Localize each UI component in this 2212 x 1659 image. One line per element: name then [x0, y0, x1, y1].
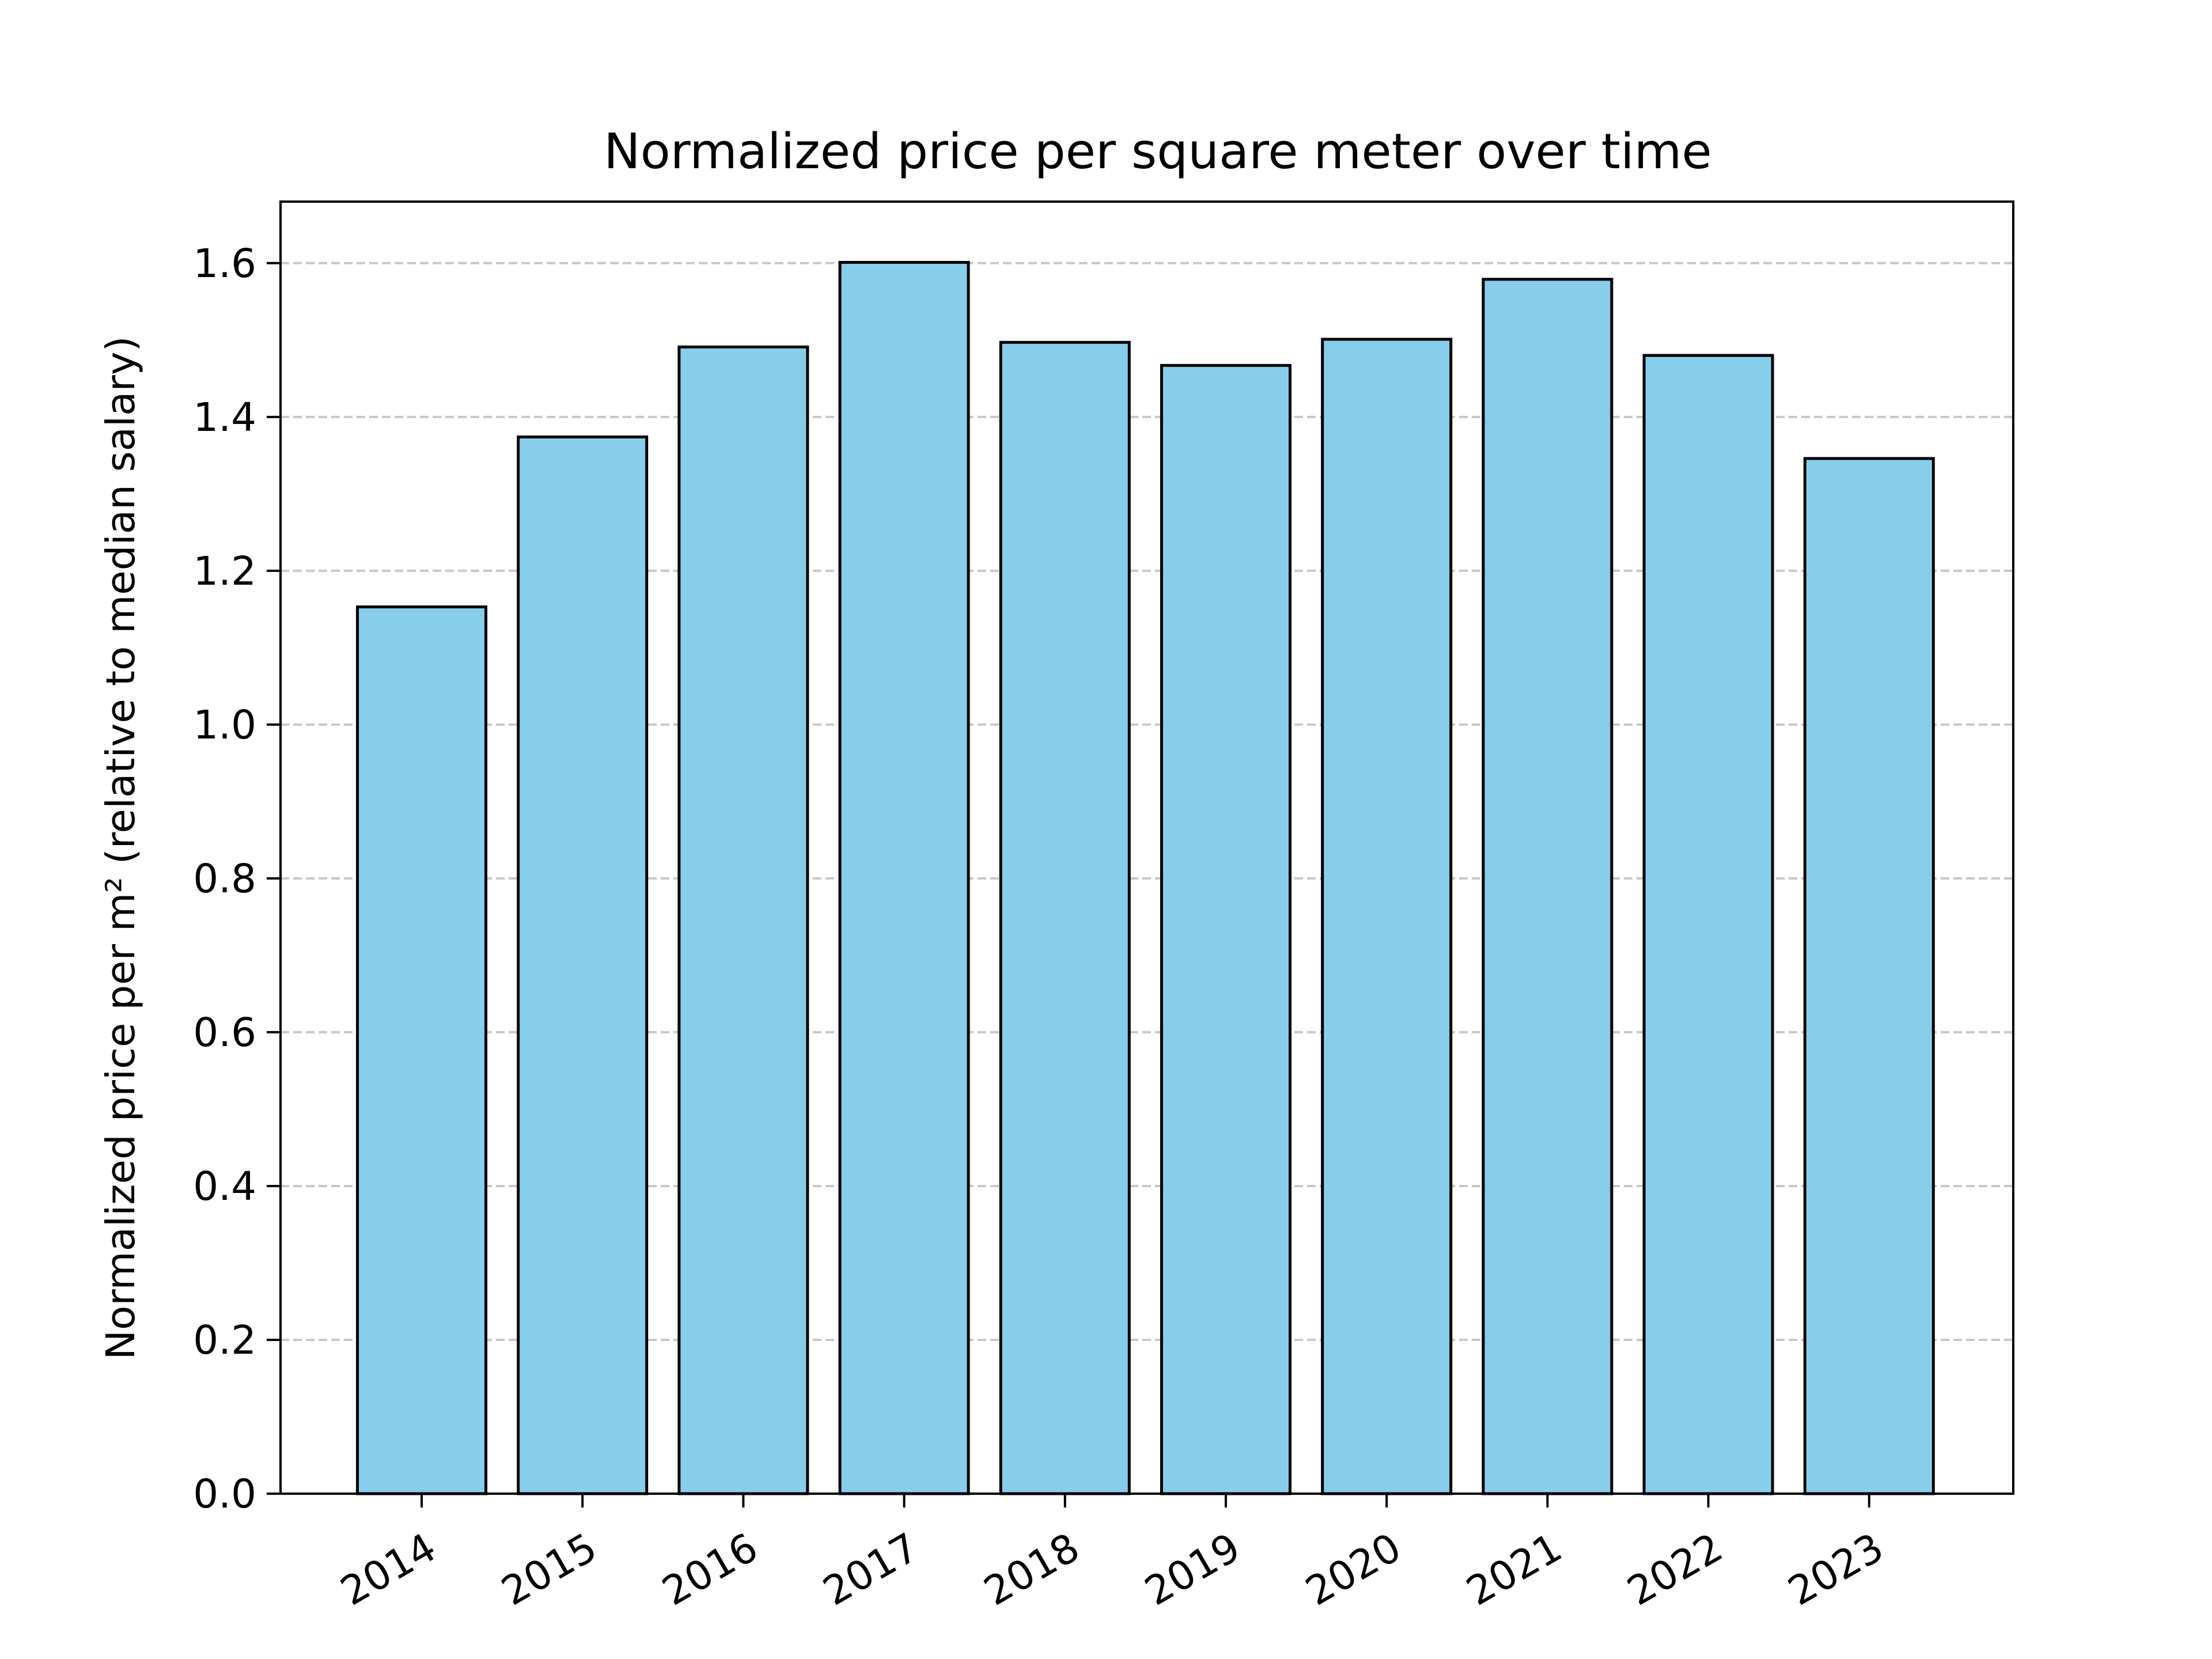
y-tick-label: 0.0	[193, 1471, 256, 1517]
bar-2017	[838, 260, 970, 1495]
y-axis: 0.0 0.2 0.4 0.6 0.8 1.0 1.2 1.4 1.6	[193, 241, 281, 1517]
x-tick-label: 2023	[1781, 1524, 1891, 1615]
x-tick-label: 2014	[333, 1524, 444, 1615]
y-axis-label: Normalized price per m² (relative to med…	[98, 336, 144, 1360]
x-tick-label: 2020	[1298, 1524, 1409, 1615]
bar-2019	[1160, 363, 1291, 1495]
y-tick-label: 1.6	[193, 241, 256, 287]
y-tick-label: 0.6	[193, 1010, 256, 1056]
y-tick-label: 0.4	[193, 1164, 256, 1210]
x-tick-label: 2021	[1459, 1524, 1570, 1615]
x-tick-label: 2022	[1620, 1524, 1730, 1615]
y-tick-label: 1.0	[193, 702, 256, 748]
bar-2020	[1321, 338, 1453, 1495]
bar-2018	[999, 340, 1131, 1495]
y-tick-label: 0.2	[193, 1317, 256, 1363]
bar-2014	[356, 605, 487, 1495]
bars	[356, 260, 1935, 1495]
bar-2015	[517, 435, 649, 1495]
y-tick-label: 0.8	[193, 856, 256, 902]
bar-2023	[1803, 457, 1935, 1495]
x-axis: 2014 2015 2016 2017 2018 2019 2020 2021 2022 2023	[333, 1494, 1891, 1615]
bar-2021	[1482, 278, 1613, 1495]
y-tick-label: 1.2	[193, 548, 256, 594]
x-tick-label: 2019	[1137, 1524, 1248, 1615]
x-tick-label: 2018	[976, 1524, 1087, 1615]
x-tick-label: 2016	[655, 1524, 766, 1615]
chart-title: Normalized price per square meter over t…	[604, 123, 1712, 180]
plot-frame	[279, 200, 2014, 1495]
x-tick-label: 2015	[494, 1524, 605, 1615]
x-tick-label: 2017	[816, 1524, 926, 1615]
bar-2022	[1642, 354, 1774, 1495]
y-tick-label: 1.4	[193, 395, 256, 441]
bar-2016	[677, 345, 809, 1495]
